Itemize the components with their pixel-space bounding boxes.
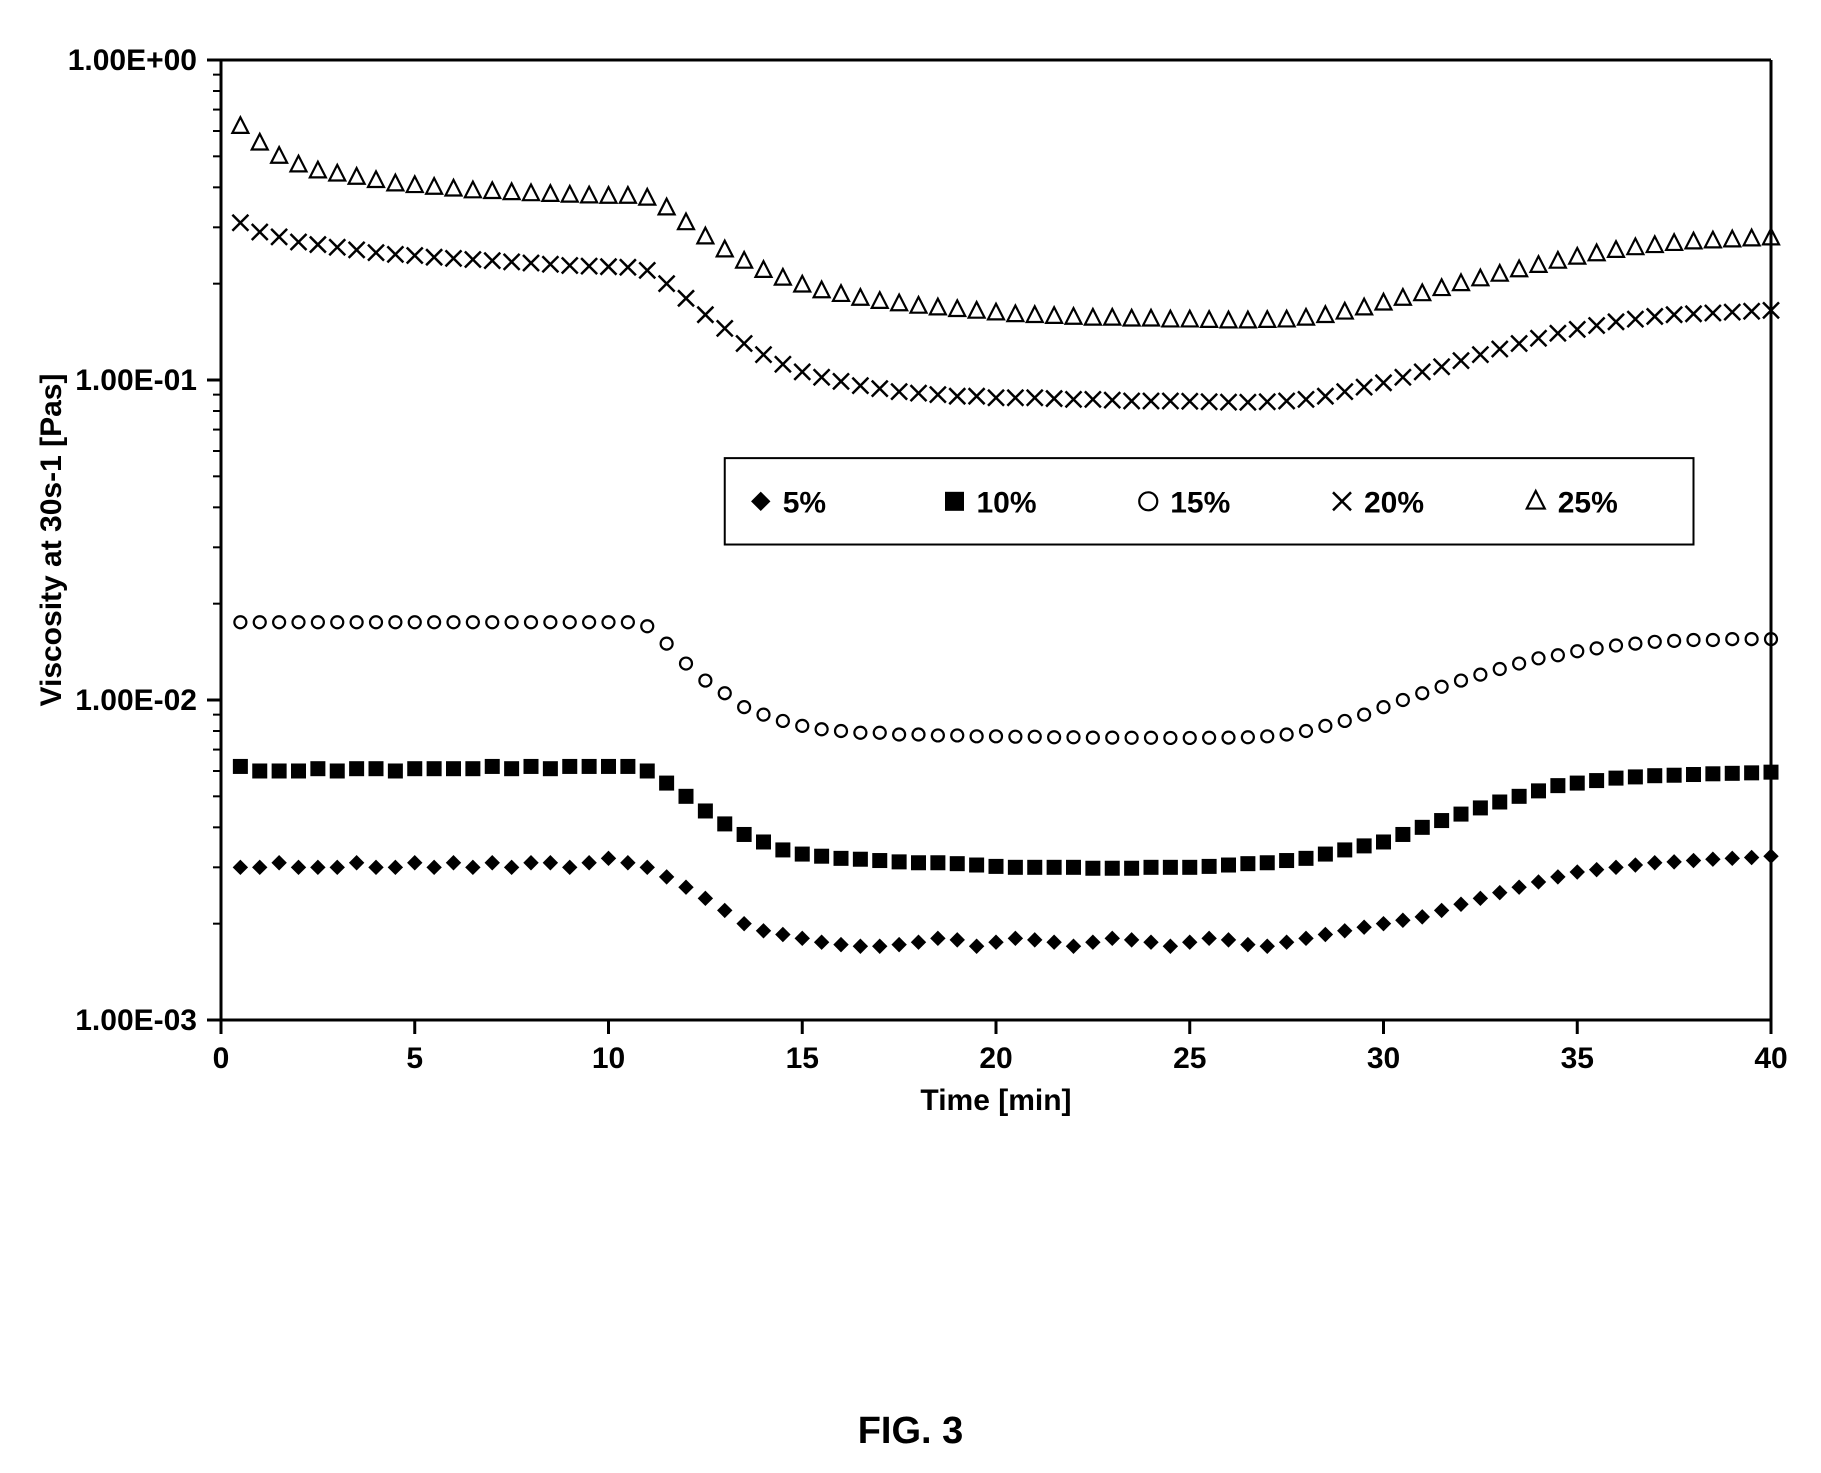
chart-container: 0 5 10 15 20 25 30 35 40 1.00E-03 1.00E-02 1.00E-01…: [21, 20, 1801, 1350]
series-15%: [234, 616, 1777, 744]
svg-text:40: 40: [1754, 1042, 1787, 1075]
legend-label: 25%: [1557, 486, 1617, 519]
legend-label: 15%: [1170, 486, 1230, 519]
figure-caption: FIG. 3: [20, 1410, 1801, 1453]
series-5%: [233, 849, 1778, 953]
series-20%: [232, 215, 1779, 410]
legend-label: 10%: [976, 486, 1036, 519]
svg-text:20: 20: [979, 1042, 1012, 1075]
svg-text:10: 10: [591, 1042, 624, 1075]
legend-label: 5%: [782, 486, 825, 519]
svg-text:1.00E-02: 1.00E-02: [75, 684, 197, 717]
svg-text:25: 25: [1173, 1042, 1206, 1075]
svg-text:1.00E+00: 1.00E+00: [67, 44, 196, 77]
legend-label: 20%: [1364, 486, 1424, 519]
svg-text:30: 30: [1366, 1042, 1399, 1075]
svg-text:Time [min]: Time [min]: [920, 1084, 1071, 1117]
svg-text:Viscosity at 30s-1 [Pas]: Viscosity at 30s-1 [Pas]: [35, 374, 68, 707]
svg-text:1.00E-01: 1.00E-01: [75, 364, 197, 397]
svg-text:15: 15: [785, 1042, 818, 1075]
svg-text:1.00E-03: 1.00E-03: [75, 1004, 197, 1037]
viscosity-chart: 0 5 10 15 20 25 30 35 40 1.00E-03 1.00E-02 1.00E-01…: [21, 20, 1801, 1170]
series-10%: [233, 759, 1778, 875]
svg-text:0: 0: [212, 1042, 229, 1075]
svg-text:35: 35: [1560, 1042, 1593, 1075]
series-25%: [232, 117, 1779, 327]
svg-text:5: 5: [406, 1042, 423, 1075]
